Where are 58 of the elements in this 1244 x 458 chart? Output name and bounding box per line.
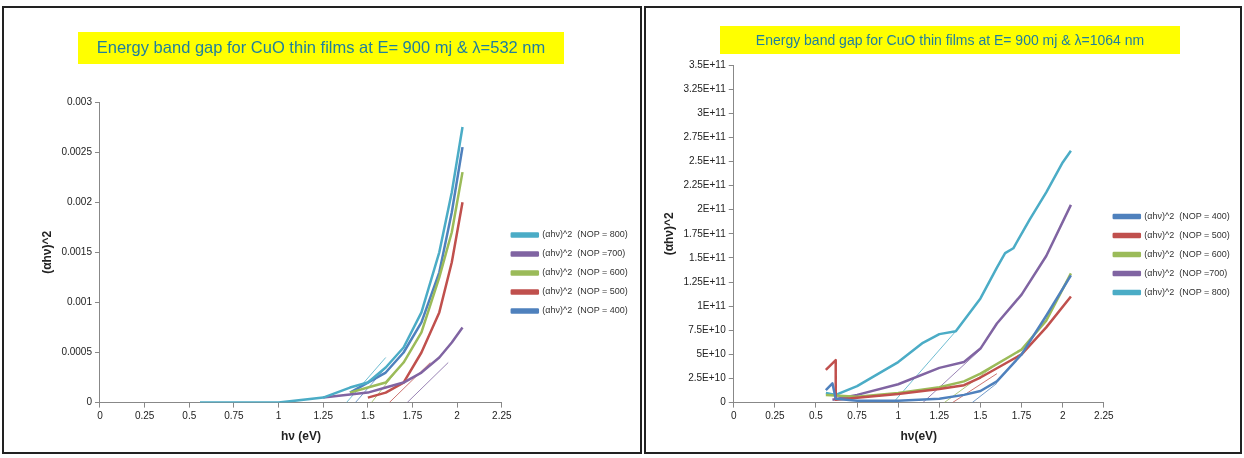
y-tick-label: 0 (720, 396, 727, 408)
legend-label: (αhν)^2 (NOP =700) (1144, 267, 1228, 278)
y-tick-label: 0.003 (66, 95, 93, 107)
legend-label: (αhν)^2 (NOP = 800) (1144, 286, 1230, 297)
x-tick-label: 0 (730, 410, 737, 422)
x-tick-label: 1 (895, 410, 902, 422)
x-tick-label: 0 (97, 410, 104, 422)
y-tick-label: 3.5E+11 (688, 58, 727, 70)
x-tick-label: 0.5 (809, 410, 824, 422)
y-tick-label: 2.75E+11 (683, 131, 727, 143)
x-axis-title: hν (eV) (280, 429, 321, 444)
legend-label: (αhν)^2 (NOP = 400) (1144, 210, 1230, 221)
y-tick-label: 0 (86, 396, 93, 408)
y-axis-title: (αhν)^2 (661, 211, 676, 256)
y-tick-label: 0.0005 (61, 346, 93, 358)
chart-title: Energy band gap for CuO thin films at E= 900 mj & λ=1064 nm (720, 26, 1180, 55)
legend-label: (αhν)^2 (NOP = 500) (542, 286, 628, 297)
y-tick-label: 1.75E+11 (683, 227, 727, 239)
x-tick-label: 1.75 (402, 410, 423, 422)
x-tick-label: 1.5 (973, 410, 988, 422)
y-tick-label: 2E+11 (697, 203, 727, 215)
y-tick-label: 1.25E+11 (683, 275, 727, 287)
x-tick-label: 1.5 (360, 410, 376, 422)
x-axis-title: hν(eV) (900, 429, 938, 444)
legend-label: (αhν)^2 (NOP = 400) (542, 305, 628, 316)
x-tick-label: 1.25 (313, 410, 334, 422)
x-tick-label: 0.5 (182, 410, 197, 422)
y-tick-label: 0.0025 (61, 145, 93, 157)
y-tick-label: 1.5E+11 (688, 251, 727, 263)
x-tick-label: 1.75 (1011, 410, 1032, 422)
y-tick-label: 0.0015 (61, 246, 93, 258)
chart-title: Energy band gap for CuO thin films at E= 900 mj & λ=532 nm (78, 32, 564, 64)
x-tick-label: 0.25 (765, 410, 786, 422)
y-axis-title: (αhν)^2 (39, 230, 54, 274)
legend-label: (αhν)^2 (NOP =700) (542, 248, 626, 259)
x-tick-label: 2.25 (492, 410, 512, 422)
y-tick-label: 5E+10 (696, 348, 727, 360)
y-tick-label: 3E+11 (697, 106, 727, 118)
legend-label: (αhν)^2 (NOP = 600) (542, 267, 628, 278)
x-tick-label: 1 (275, 410, 282, 422)
legend-label: (αhν)^2 (NOP = 800) (542, 229, 628, 240)
y-tick-label: 2.5E+10 (688, 372, 727, 384)
x-tick-label: 0.75 (224, 410, 245, 422)
legend-label: (αhν)^2 (NOP = 500) (1144, 229, 1230, 240)
x-tick-label: 2 (1059, 410, 1066, 422)
x-tick-label: 1.25 (929, 410, 950, 422)
x-tick-label: 0.75 (847, 410, 868, 422)
y-tick-label: 3.25E+11 (683, 82, 727, 94)
y-tick-label: 7.5E+10 (688, 324, 727, 336)
x-tick-label: 0.25 (134, 410, 155, 422)
x-tick-label: 2.25 (1094, 410, 1114, 422)
y-tick-label: 1E+11 (697, 299, 727, 311)
y-tick-label: 2.5E+11 (688, 155, 727, 167)
x-tick-label: 2 (454, 410, 461, 422)
y-tick-label: 2.25E+11 (683, 179, 727, 191)
legend-label: (αhν)^2 (NOP = 600) (1144, 248, 1230, 259)
y-tick-label: 0.001 (66, 296, 93, 308)
y-tick-label: 0.002 (66, 195, 93, 207)
